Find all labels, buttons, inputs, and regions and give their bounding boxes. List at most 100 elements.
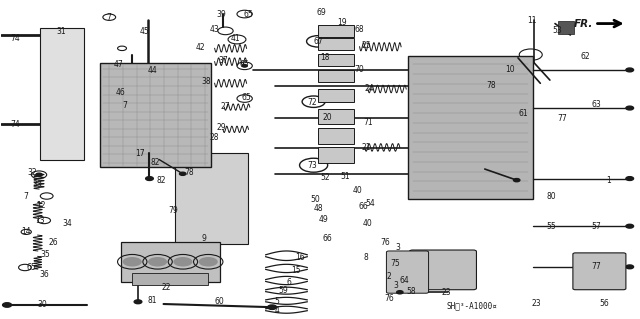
Circle shape — [268, 305, 276, 309]
Text: 32: 32 — [28, 168, 37, 177]
Text: 48: 48 — [314, 204, 324, 213]
Text: 81: 81 — [148, 296, 157, 305]
Circle shape — [242, 64, 247, 67]
Text: 18: 18 — [321, 53, 330, 62]
Bar — [408, 56, 532, 199]
Circle shape — [626, 106, 634, 110]
Text: 65: 65 — [240, 60, 250, 69]
Text: 52: 52 — [320, 174, 330, 182]
Text: 15: 15 — [291, 265, 301, 275]
Text: 69: 69 — [316, 8, 326, 17]
Text: 9: 9 — [202, 234, 206, 243]
Text: 75: 75 — [390, 259, 400, 268]
Text: 7: 7 — [24, 192, 29, 202]
Text: 61: 61 — [518, 109, 528, 118]
Text: 60: 60 — [214, 297, 224, 306]
Text: 79: 79 — [168, 206, 178, 215]
Text: 63: 63 — [591, 100, 601, 109]
Text: 43: 43 — [210, 26, 220, 34]
Text: SH⅃³-A1000¤: SH⅃³-A1000¤ — [447, 301, 497, 310]
Text: 16: 16 — [295, 253, 305, 262]
Text: 21: 21 — [361, 143, 371, 152]
Text: 65: 65 — [242, 93, 252, 102]
Text: 7: 7 — [107, 13, 112, 22]
Text: 73: 73 — [307, 161, 317, 170]
Text: 71: 71 — [363, 117, 372, 127]
Text: 35: 35 — [40, 250, 51, 259]
Text: 67: 67 — [314, 37, 324, 46]
Text: 23: 23 — [442, 288, 451, 297]
Text: 19: 19 — [337, 18, 347, 27]
FancyBboxPatch shape — [410, 250, 476, 290]
Circle shape — [626, 177, 634, 181]
Text: 5: 5 — [274, 297, 279, 306]
Text: 37: 37 — [218, 56, 228, 65]
Text: 24: 24 — [365, 85, 374, 93]
Text: 45: 45 — [140, 27, 149, 36]
Text: 62: 62 — [580, 52, 590, 61]
Circle shape — [173, 257, 193, 267]
Text: 29: 29 — [216, 123, 226, 132]
Text: 58: 58 — [406, 287, 415, 296]
Circle shape — [626, 68, 634, 72]
FancyBboxPatch shape — [100, 63, 211, 167]
Text: 54: 54 — [365, 199, 374, 208]
Text: 40: 40 — [363, 219, 372, 227]
Bar — [318, 54, 354, 66]
Text: 23: 23 — [531, 299, 541, 308]
Text: 66: 66 — [358, 202, 368, 211]
Text: 78: 78 — [184, 168, 194, 177]
Bar — [318, 147, 354, 163]
Circle shape — [513, 179, 520, 182]
Text: 76: 76 — [384, 294, 394, 303]
Bar — [318, 109, 354, 124]
Text: 12: 12 — [36, 201, 45, 210]
Bar — [121, 242, 220, 282]
Bar — [318, 25, 354, 37]
Text: 38: 38 — [202, 77, 211, 86]
Text: 25: 25 — [361, 41, 371, 50]
Text: 57: 57 — [591, 222, 601, 231]
FancyBboxPatch shape — [132, 272, 208, 285]
FancyBboxPatch shape — [573, 253, 626, 290]
Text: 39: 39 — [216, 10, 226, 19]
Circle shape — [198, 257, 218, 267]
Text: 76: 76 — [380, 238, 390, 247]
Text: 82: 82 — [157, 176, 166, 185]
Text: 20: 20 — [323, 113, 332, 122]
Text: 6: 6 — [287, 278, 292, 287]
Text: 74: 74 — [10, 34, 20, 43]
Text: 82: 82 — [150, 158, 160, 167]
Text: 77: 77 — [591, 262, 601, 271]
Text: 80: 80 — [547, 192, 556, 202]
Text: 30: 30 — [37, 300, 47, 309]
Bar — [318, 38, 354, 50]
Text: 8: 8 — [364, 253, 369, 262]
Text: 4: 4 — [274, 306, 279, 315]
Bar — [318, 89, 354, 102]
Text: 59: 59 — [278, 286, 288, 295]
Text: 27: 27 — [221, 102, 230, 111]
Text: 50: 50 — [310, 195, 320, 204]
Text: 17: 17 — [135, 149, 145, 158]
Text: 28: 28 — [210, 133, 220, 142]
Text: 26: 26 — [48, 238, 58, 247]
Text: 14: 14 — [21, 227, 31, 236]
Text: 55: 55 — [547, 222, 556, 231]
Text: 72: 72 — [308, 99, 317, 108]
Bar — [557, 21, 573, 34]
Text: 51: 51 — [340, 172, 350, 181]
Circle shape — [134, 300, 142, 304]
Text: 13: 13 — [35, 216, 45, 225]
Text: 1: 1 — [606, 176, 611, 185]
Text: 64: 64 — [399, 276, 409, 285]
Polygon shape — [40, 28, 84, 160]
Circle shape — [179, 172, 186, 175]
Circle shape — [626, 265, 634, 269]
Bar — [318, 70, 354, 82]
Text: 3: 3 — [393, 281, 398, 290]
Text: 7: 7 — [123, 101, 127, 110]
Text: 66: 66 — [323, 234, 333, 243]
FancyBboxPatch shape — [175, 152, 248, 244]
Text: 40: 40 — [352, 186, 362, 195]
